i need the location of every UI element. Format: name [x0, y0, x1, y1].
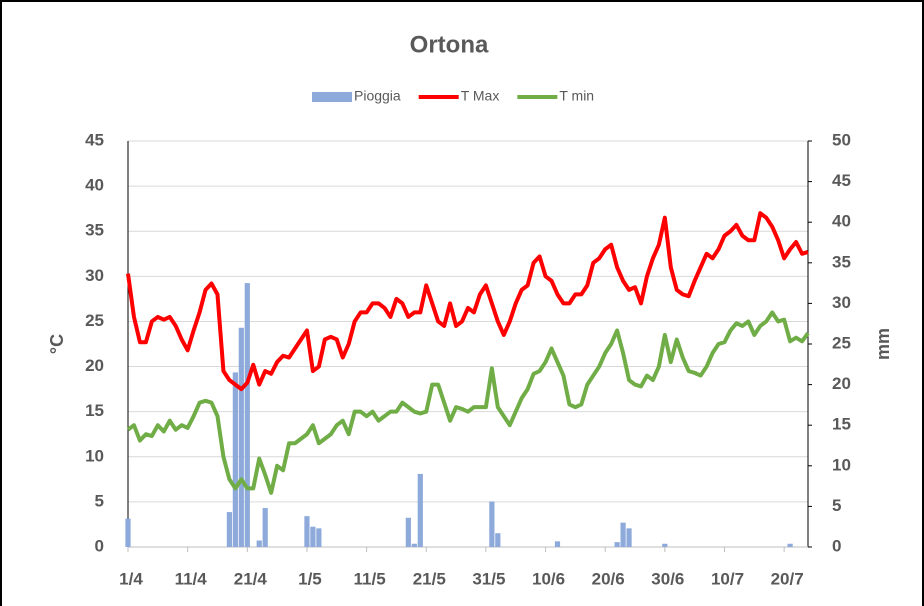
x-tick-label: 10/6 — [532, 569, 565, 588]
x-tick-label: 31/5 — [472, 569, 505, 588]
legend-label: Pioggia — [354, 88, 401, 104]
bar — [256, 540, 262, 547]
bar — [232, 372, 238, 547]
legend-swatch — [312, 92, 352, 102]
bar — [125, 518, 131, 547]
x-tick-label: 1/5 — [298, 569, 322, 588]
bar — [489, 501, 495, 547]
x-tick-label: 21/5 — [413, 569, 446, 588]
bar — [310, 526, 316, 547]
y-tick-label: 30 — [85, 266, 104, 285]
bar — [787, 543, 793, 547]
y2-tick-label: 25 — [832, 333, 851, 352]
line — [126, 310, 810, 495]
bar — [554, 541, 561, 547]
x-tick-label: 11/4 — [175, 569, 208, 588]
bar — [316, 528, 322, 547]
y-tick-label: 20 — [85, 356, 104, 375]
bar — [244, 283, 250, 547]
y2-tick-label: 5 — [832, 496, 841, 515]
y2-tick-label: 50 — [832, 130, 851, 149]
y-tick-label: 0 — [95, 536, 104, 555]
y2-axis-label: mm — [873, 328, 893, 360]
x-tick-label: 11/5 — [354, 569, 386, 588]
y-axis-label: °C — [47, 334, 67, 354]
x-tick-label: 30/6 — [651, 569, 684, 588]
x-tick-label: 10/7 — [711, 569, 744, 588]
line — [126, 211, 809, 392]
x-tick-label: 1/4 — [119, 569, 143, 588]
bar — [262, 508, 268, 547]
x-tick-label: 21/4 — [234, 569, 268, 588]
bar — [417, 473, 423, 547]
y2-tick-label: 15 — [832, 415, 851, 434]
bar — [614, 542, 620, 547]
bar — [662, 543, 668, 547]
y-tick-label: 15 — [85, 401, 104, 420]
y-tick-label: 45 — [85, 130, 104, 149]
legend-label: T min — [559, 88, 594, 104]
y2-tick-label: 30 — [832, 293, 851, 312]
bar — [238, 327, 244, 547]
y2-tick-label: 0 — [832, 536, 841, 555]
bar — [405, 517, 411, 547]
bar — [495, 533, 501, 547]
legend-label: T Max — [461, 88, 500, 104]
y2-tick-label: 20 — [832, 374, 851, 393]
bar — [304, 516, 310, 547]
y-tick-label: 35 — [85, 221, 104, 240]
y-tick-label: 25 — [85, 311, 104, 330]
bar — [620, 522, 626, 547]
y2-tick-label: 45 — [832, 171, 851, 190]
chart-title: Ortona — [410, 31, 489, 58]
y2-tick-label: 35 — [832, 252, 851, 271]
y2-tick-label: 10 — [832, 455, 851, 474]
bar — [411, 543, 417, 547]
bar — [226, 512, 233, 547]
y2-tick-label: 40 — [832, 212, 851, 231]
y-tick-label: 5 — [95, 491, 104, 510]
y-tick-label: 40 — [85, 176, 104, 195]
x-tick-label: 20/7 — [771, 569, 804, 588]
bar — [626, 528, 632, 547]
x-tick-label: 20/6 — [592, 569, 625, 588]
y-tick-label: 10 — [85, 446, 104, 465]
